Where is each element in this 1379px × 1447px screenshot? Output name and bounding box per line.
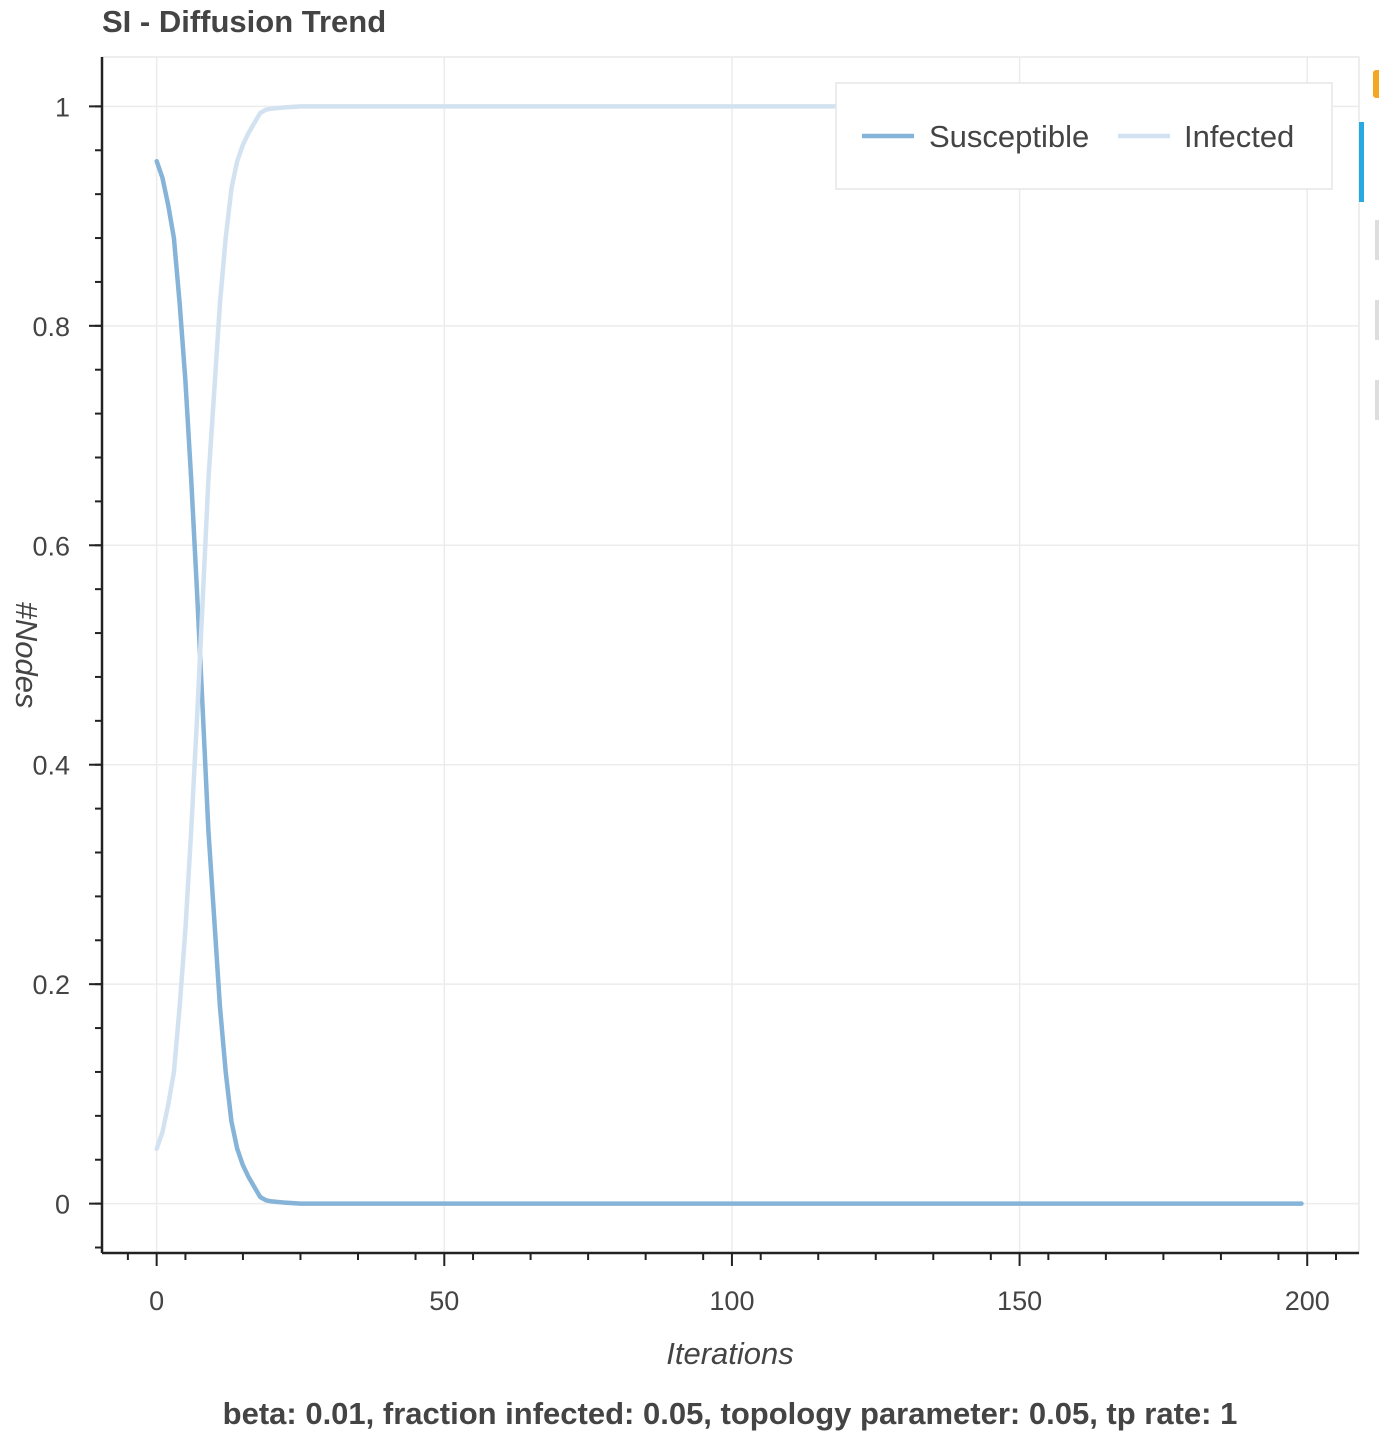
x-tick-label: 150 — [997, 1286, 1042, 1316]
chart-footer: beta: 0.01, fraction infected: 0.05, top… — [222, 1396, 1238, 1431]
grid-lines — [102, 57, 1359, 1253]
bokeh-logo-icon — [1373, 70, 1379, 98]
axis-ticks: 0 50 100 150 200 0 0.2 0.4 0.6 0.8 1 — [32, 92, 1337, 1316]
x-tick-label: 50 — [429, 1286, 459, 1316]
chart-toolbar[interactable] — [1359, 60, 1379, 480]
y-tick-label: 1 — [55, 92, 70, 122]
active-tool-indicator — [1359, 122, 1364, 202]
y-tick-label: 0.2 — [32, 970, 70, 1000]
y-tick-label: 0.8 — [32, 312, 70, 342]
x-tick-label: 0 — [149, 1286, 164, 1316]
plot-frame — [101, 56, 1360, 1254]
y-tick-label: 0.6 — [32, 531, 70, 561]
x-axis-label: Iterations — [666, 1336, 794, 1371]
chart-title: SI - Diffusion Trend — [102, 4, 387, 39]
save-tool-icon[interactable] — [1375, 380, 1379, 420]
x-tick-label: 200 — [1285, 1286, 1330, 1316]
legend-box — [835, 82, 1333, 190]
y-tick-label: 0 — [55, 1190, 70, 1220]
series-lines — [154, 104, 1304, 1206]
legend-label-infected: Infected — [1184, 119, 1294, 154]
y-tick-label: 0.4 — [32, 751, 70, 781]
x-tick-label: 100 — [709, 1286, 754, 1316]
legend-label-susceptible: Susceptible — [929, 119, 1089, 154]
pan-tool-icon[interactable] — [1375, 220, 1379, 260]
y-axis-label: #Nodes — [9, 602, 44, 709]
series-line-infected[interactable] — [154, 104, 1304, 1152]
zoom-tool-icon[interactable] — [1375, 300, 1379, 340]
legend[interactable]: Susceptible Infected — [835, 82, 1333, 190]
series-line-susceptible[interactable] — [154, 158, 1304, 1206]
